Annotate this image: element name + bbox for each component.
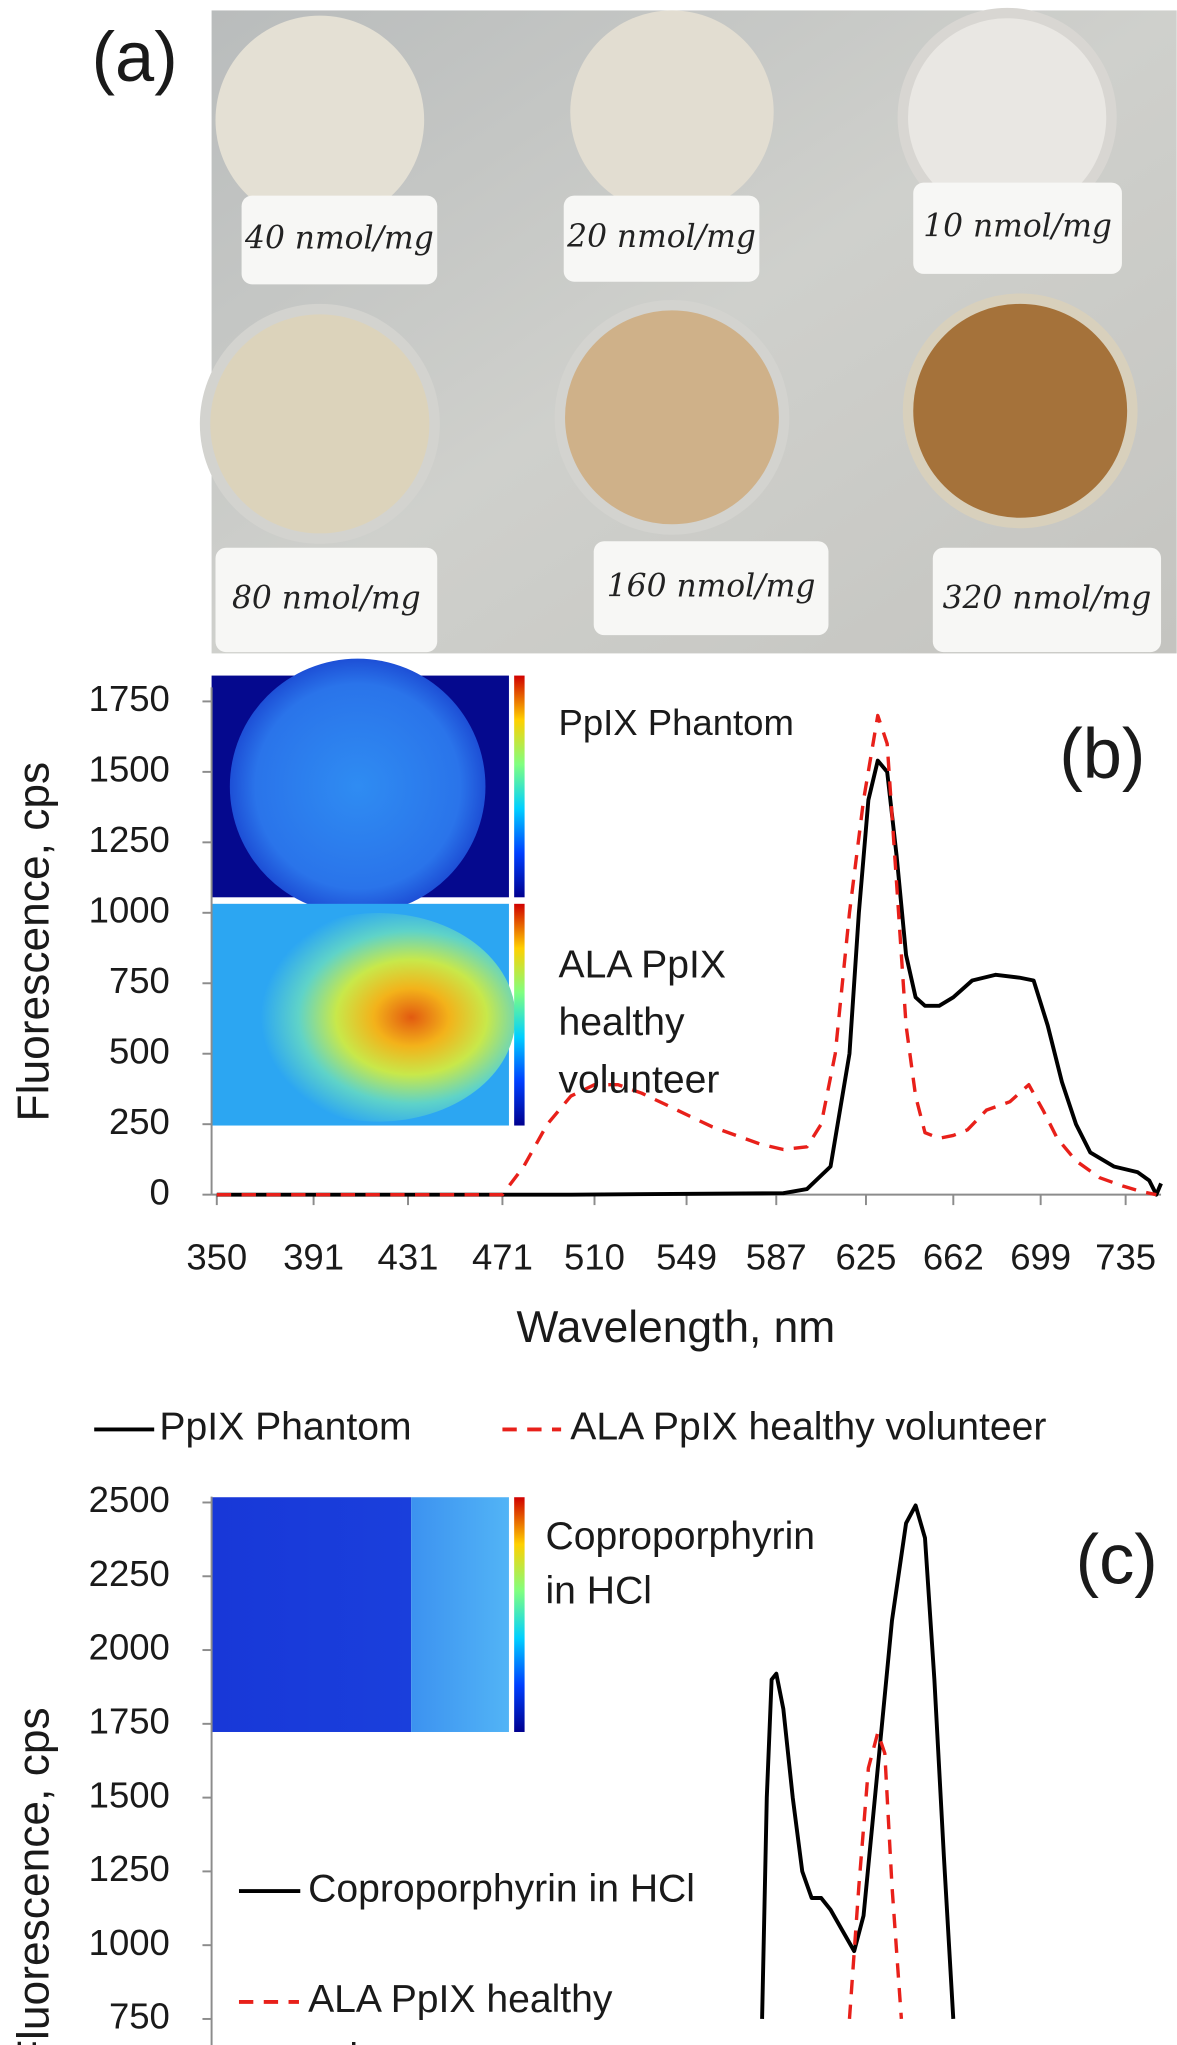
y-axis-title: Fluorescence, cps xyxy=(10,1707,59,2045)
sample-disc xyxy=(205,309,435,539)
sample-disc xyxy=(560,305,784,529)
legend-label: PpIX Phantom xyxy=(159,1406,411,1449)
panel-label: (b) xyxy=(1059,714,1145,793)
legend-label: ALA PpIX healthy volunteer xyxy=(570,1406,1046,1449)
photo-label: 80 nmol/mg xyxy=(232,580,421,616)
legend-label: Coproporphyrin in HCl xyxy=(308,1867,695,1910)
y-tick-label: 1750 xyxy=(89,678,170,719)
x-tick-label: 350 xyxy=(186,1237,247,1278)
sample-disc xyxy=(570,10,773,213)
x-tick-label: 625 xyxy=(836,1237,897,1278)
y-tick-label: 1250 xyxy=(89,819,170,860)
x-tick-label: 431 xyxy=(378,1237,439,1278)
x-tick-label: 471 xyxy=(472,1237,533,1278)
y-tick-label: 0 xyxy=(150,1171,170,1212)
y-tick-label: 750 xyxy=(109,960,170,1001)
panel-label: (c) xyxy=(1076,1520,1158,1599)
photo-label: 10 nmol/mg xyxy=(923,209,1112,245)
x-tick-label: 735 xyxy=(1095,1237,1156,1278)
annotation: PpIX Phantom xyxy=(559,702,794,743)
x-tick-label: 587 xyxy=(746,1237,807,1278)
y-tick-label: 500 xyxy=(109,1030,170,1071)
inset-image xyxy=(212,1497,412,1732)
y-axis-title: Fluorescence, cps xyxy=(10,762,59,1122)
y-tick-label: 1500 xyxy=(89,1774,170,1815)
inset-image xyxy=(242,913,516,1122)
photo-label: 320 nmol/mg xyxy=(943,580,1152,616)
colorbar xyxy=(514,676,524,898)
y-tick-label: 1000 xyxy=(89,1922,170,1963)
y-tick-label: 2500 xyxy=(89,1479,170,1520)
x-tick-label: 510 xyxy=(564,1237,625,1278)
y-tick-label: 2250 xyxy=(89,1553,170,1594)
y-tick-label: 1000 xyxy=(89,889,170,930)
y-tick-label: 1250 xyxy=(89,1848,170,1889)
y-tick-label: 750 xyxy=(109,1996,170,2037)
figure: 40 nmol/mg 20 nmol/mg 10 nmol/mg 80 nmol/mg… xyxy=(0,0,1177,2045)
y-tick-label: 1750 xyxy=(89,1700,170,1741)
inset-image xyxy=(230,659,486,915)
series-line xyxy=(762,1505,953,2018)
x-tick-label: 549 xyxy=(656,1237,717,1278)
x-tick-label: 699 xyxy=(1010,1237,1071,1278)
colorbar xyxy=(514,904,524,1126)
inset-image xyxy=(411,1497,509,1732)
x-tick-label: 662 xyxy=(923,1237,984,1278)
y-tick-label: 1500 xyxy=(89,749,170,790)
photo-label: 40 nmol/mg xyxy=(244,220,434,256)
panel-label: (a) xyxy=(92,17,178,96)
y-tick-label: 2000 xyxy=(89,1627,170,1668)
photo-label: 20 nmol/mg xyxy=(566,219,756,255)
photo-label: 160 nmol/mg xyxy=(607,569,816,605)
sample-disc xyxy=(215,16,424,225)
colorbar xyxy=(514,1497,524,1732)
x-tick-label: 391 xyxy=(283,1237,344,1278)
sample-disc xyxy=(908,299,1132,523)
x-axis-title: Wavelength, nm xyxy=(517,1303,836,1352)
y-tick-label: 250 xyxy=(109,1101,170,1142)
